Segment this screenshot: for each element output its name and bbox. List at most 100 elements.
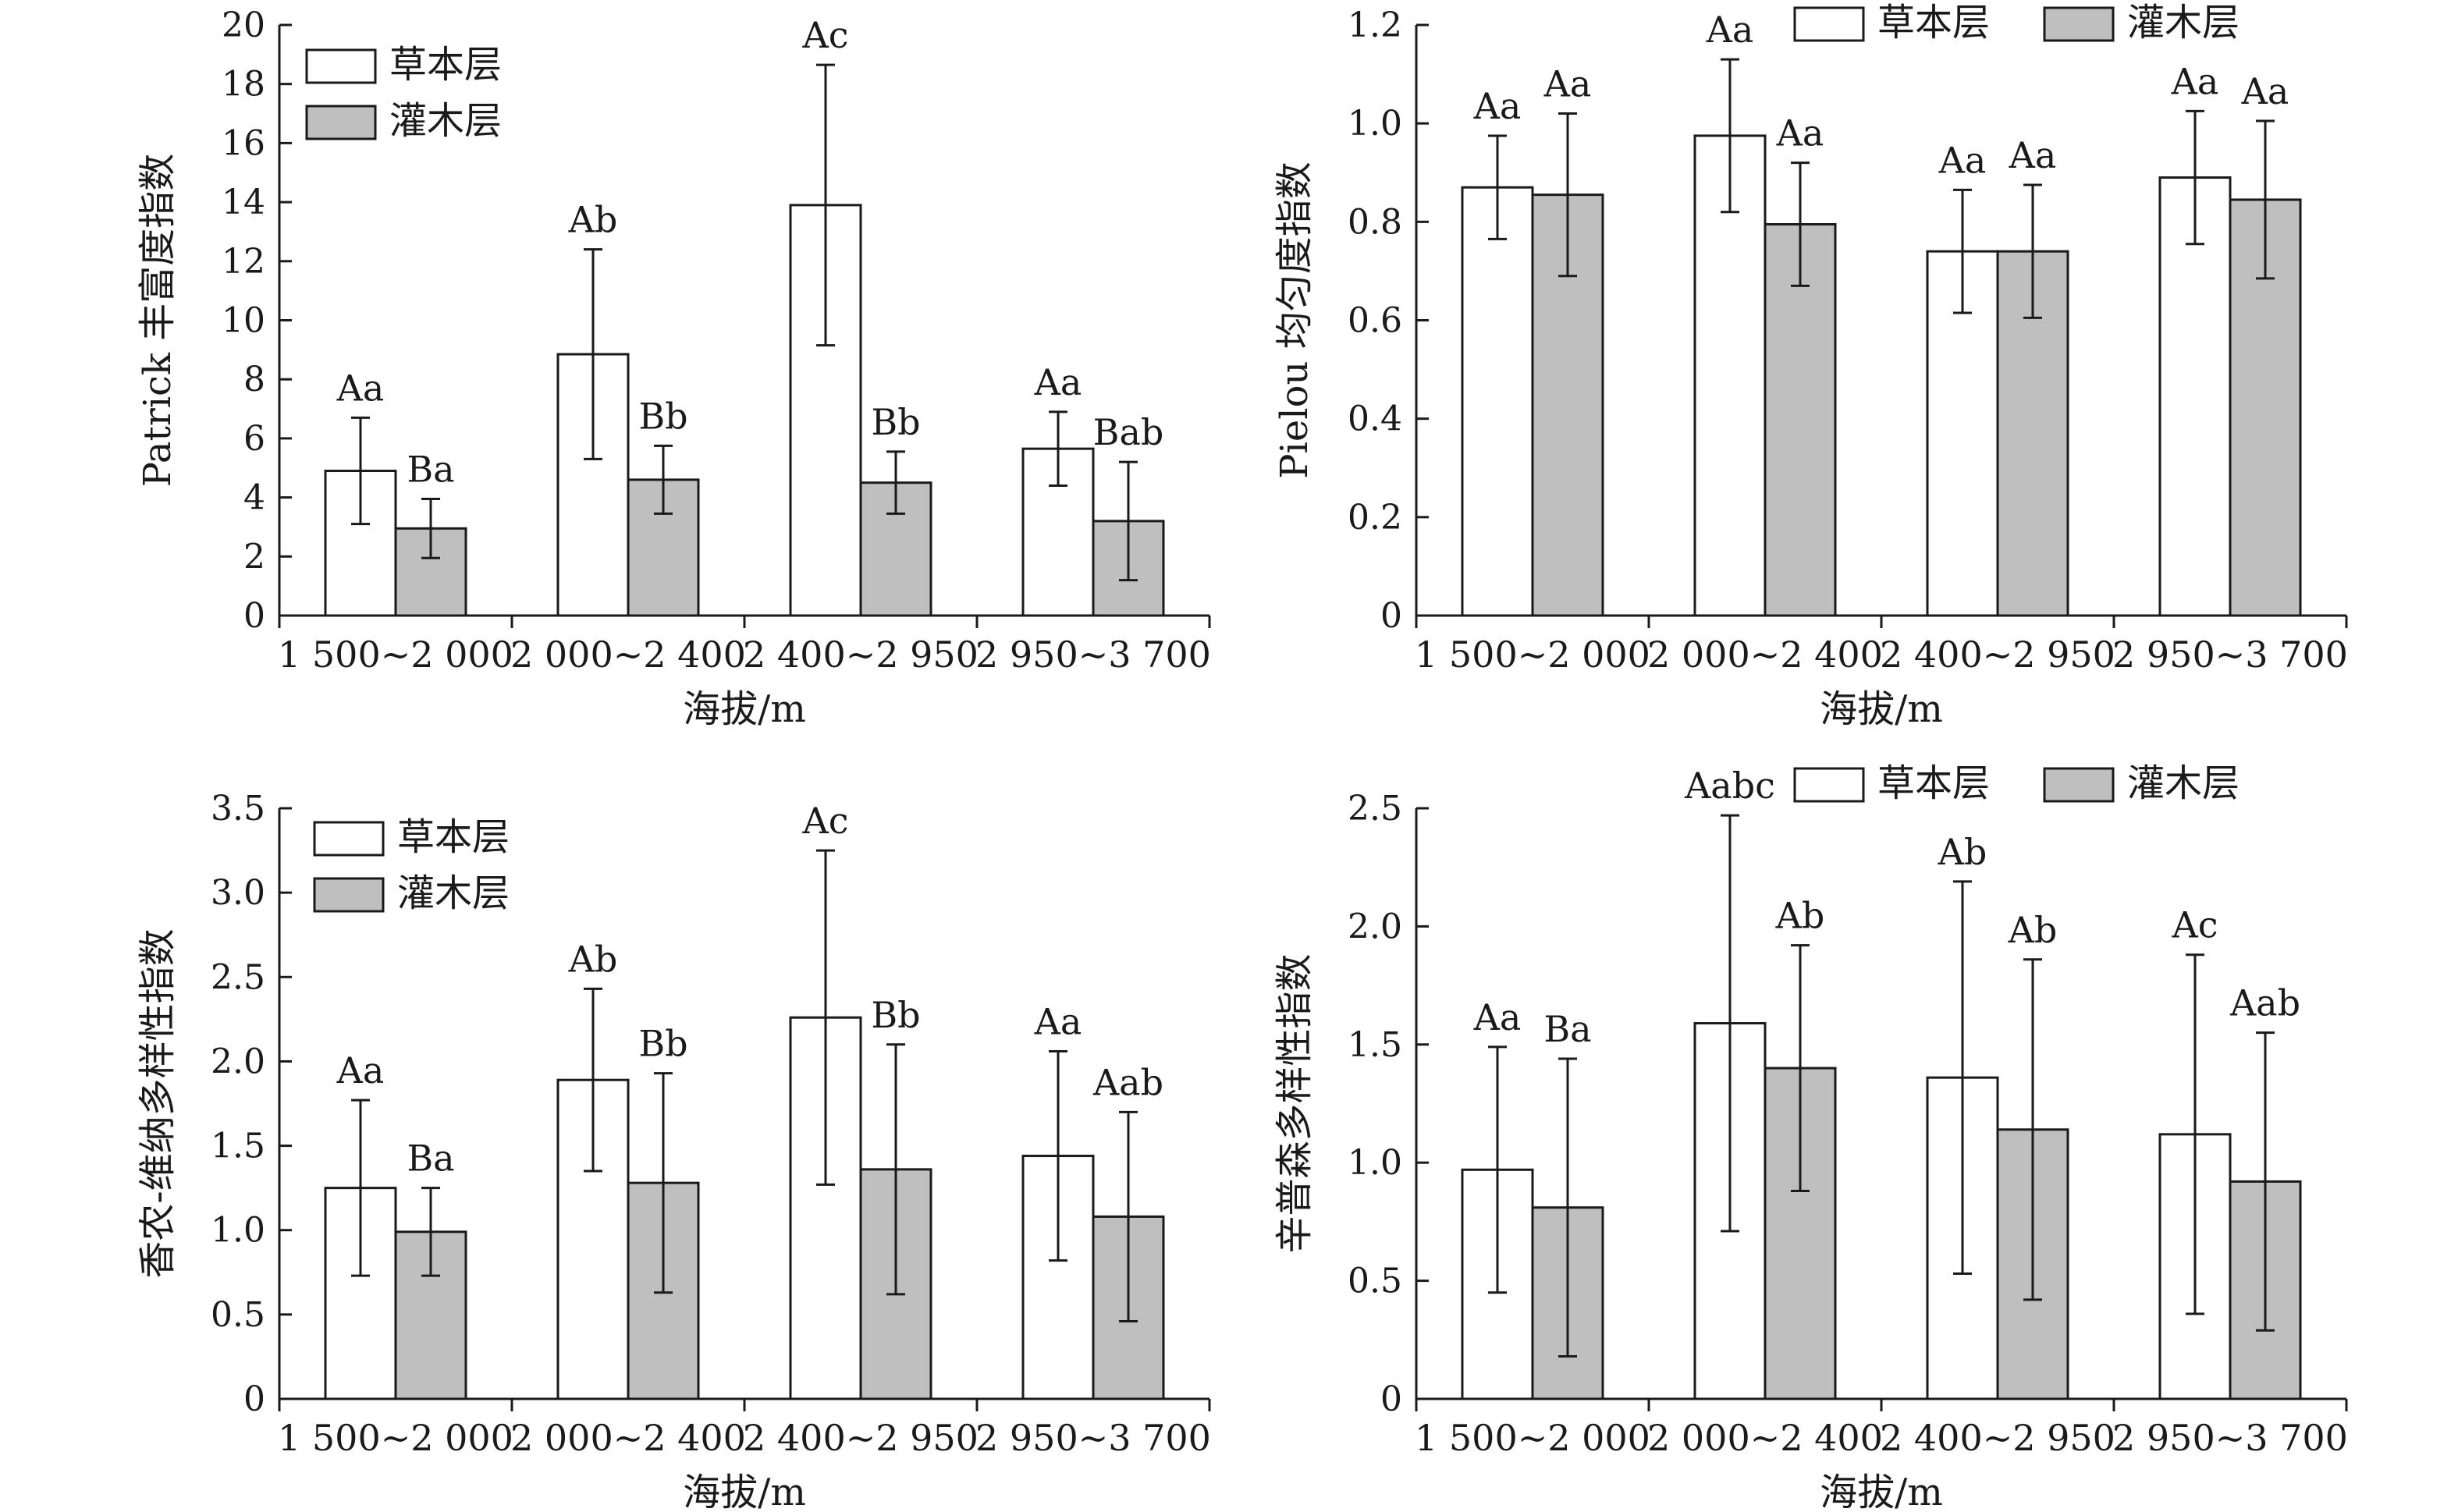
y-tick-label: 2 [243,537,265,577]
legend-label-shrub: 灌木层 [2127,761,2240,805]
significance-label: Bab [1093,411,1164,453]
legend-swatch-herb [313,821,385,857]
legend-label-shrub: 灌木层 [389,99,502,143]
significance-label: Aa [1706,9,1754,51]
bar-shrub [2229,198,2302,617]
legend-label-herb: 草本层 [1877,761,1990,805]
significance-label: Ac [802,800,849,842]
significance-label: Ab [568,199,618,241]
x-tick-label: 2 400~2 950 [1880,634,2115,676]
legend-label-shrub: 灌木层 [397,871,510,915]
significance-label: Ac [802,14,849,56]
y-tick-label: 2.0 [1348,907,1402,946]
y-axis-title: Patrick 丰富度指数 [136,154,179,488]
significance-label: Ba [1543,1008,1591,1050]
legend-swatch-shrub [305,105,377,140]
x-tick-label: 2 950~3 700 [975,634,1211,676]
significance-label: Aa [2171,60,2219,102]
x-tick-label: 2 400~2 950 [743,1417,979,1459]
significance-label: Aa [1938,139,1987,181]
legend-label-herb: 草本层 [1877,1,1990,44]
legend-swatch-herb [305,48,377,84]
y-tick-label: 1.0 [1348,104,1402,144]
significance-label: Ba [407,1138,454,1180]
x-tick-label: 2 000~2 400 [510,1417,746,1459]
y-tick-label: 0 [1380,1379,1402,1419]
y-tick-label: 12 [222,242,265,282]
significance-label: Aa [336,1049,385,1091]
y-tick-label: 1.5 [1348,1025,1402,1065]
x-axis-title: 海拔/m [1820,1471,1943,1512]
significance-label: Bb [638,395,687,437]
y-tick-label: 1.2 [1348,5,1402,45]
x-tick-label: 2 950~3 700 [2112,1417,2348,1459]
y-axis-title: 香农-维纳多样性指数 [136,928,179,1278]
significance-label: Bb [871,401,920,443]
y-tick-label: 18 [222,65,265,105]
y-tick-label: 10 [222,301,265,341]
y-tick-label: 0.8 [1348,202,1402,242]
y-axis-title: Pielou 均匀度指数 [1273,161,1316,478]
x-tick-label: 1 500~2 000 [278,634,513,676]
x-tick-label: 2 400~2 950 [743,634,979,676]
y-tick-label: 0 [1380,596,1402,636]
legend-swatch-shrub [313,877,385,913]
x-axis-title: 海拔/m [1820,687,1943,731]
significance-label: Aab [1092,1061,1163,1103]
y-axis-title: 辛普森多样性指数 [1273,953,1316,1253]
significance-label: Ab [1938,831,1987,873]
x-tick-label: 1 500~2 000 [1415,1417,1650,1459]
y-tick-label: 8 [243,360,265,399]
y-tick-label: 14 [222,183,265,222]
legend-label-shrub: 灌木层 [2127,1,2240,44]
bar-shrub [1764,222,1837,617]
significance-label: Aabc [1684,765,1775,807]
significance-label: Ab [2008,909,2058,951]
legend-swatch-herb [1793,767,1865,803]
x-tick-label: 2 000~2 400 [1647,634,1883,676]
legend-label-herb: 草本层 [397,815,510,859]
y-tick-label: 4 [243,478,265,518]
y-tick-label: 2.5 [211,957,265,997]
y-tick-label: 16 [222,123,265,163]
significance-label: Aa [1776,112,1824,154]
x-axis-title: 海拔/m [683,687,806,731]
y-tick-label: 1.5 [211,1127,265,1166]
y-tick-label: 1.0 [211,1211,265,1251]
x-tick-label: 1 500~2 000 [1415,634,1650,676]
x-tick-label: 2 400~2 950 [1880,1417,2115,1459]
y-tick-label: 0.4 [1348,399,1402,439]
significance-label: Aa [1034,361,1082,403]
significance-label: Ac [2172,904,2218,946]
x-tick-label: 2 000~2 400 [510,634,746,676]
significance-label: Aa [2241,70,2289,112]
y-tick-label: 2.5 [1348,789,1402,829]
y-tick-label: 0.6 [1348,301,1402,341]
legend-swatch-shrub [2043,767,2115,803]
legend-label-herb: 草本层 [389,43,502,87]
bar-herb [1693,134,1767,617]
legend-swatch-herb [1793,6,1865,42]
x-tick-label: 1 500~2 000 [278,1417,513,1459]
significance-label: Aa [1543,63,1592,105]
y-tick-label: 0.5 [1348,1262,1402,1301]
significance-label: Aa [2009,134,2057,176]
significance-label: Bb [638,1023,687,1065]
significance-label: Bb [871,994,920,1036]
y-tick-label: 6 [243,419,265,459]
significance-label: Aa [1473,996,1522,1038]
x-tick-label: 2 000~2 400 [1647,1417,1883,1459]
bar-herb [1461,186,1534,617]
significance-label: Ab [568,938,618,980]
significance-label: Aa [1034,1000,1082,1042]
x-tick-label: 2 950~3 700 [2112,634,2348,676]
y-tick-label: 20 [222,5,265,45]
y-tick-label: 1.0 [1348,1143,1402,1183]
y-tick-label: 0.2 [1348,498,1402,538]
x-axis-title: 海拔/m [683,1471,806,1512]
